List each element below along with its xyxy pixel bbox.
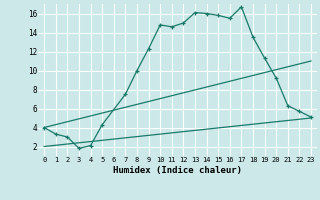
X-axis label: Humidex (Indice chaleur): Humidex (Indice chaleur): [113, 166, 242, 175]
